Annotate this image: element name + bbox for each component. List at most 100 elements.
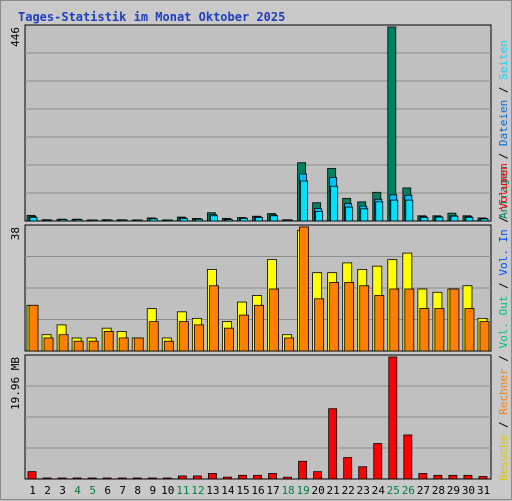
bar-rechner-day-8 — [133, 337, 144, 352]
bar-rechner-day-29 — [449, 288, 460, 352]
bar-seiten-day-24 — [375, 201, 384, 222]
x-tick-label: 19 — [296, 484, 309, 497]
bar-volumen-day-25 — [388, 356, 398, 480]
bar-seiten-day-3 — [59, 219, 68, 222]
x-tick-label: 7 — [119, 484, 126, 497]
chart-title: Tages-Statistik im Monat Oktober 2025 — [18, 10, 285, 24]
bar-seiten-day-23 — [360, 208, 369, 222]
bar-volumen-day-27 — [418, 473, 428, 480]
side-legend-part: / — [497, 276, 510, 296]
bar-volumen-day-12 — [192, 475, 202, 480]
bar-volumen-day-24 — [373, 443, 383, 480]
bar-seiten-day-15 — [240, 217, 248, 222]
bar-seiten-day-12 — [194, 218, 203, 222]
bar-rechner-day-15 — [239, 314, 249, 352]
bar-seiten-day-4 — [74, 219, 83, 222]
side-legend-part: Vol. In — [497, 229, 510, 275]
bar-seiten-day-26 — [405, 199, 414, 222]
bar-volumen-day-29 — [448, 474, 458, 480]
x-tick-label: 6 — [104, 484, 111, 497]
bar-volumen-day-31 — [478, 476, 488, 480]
side-legend-part: Rechner — [497, 368, 510, 415]
x-tick-label: 15 — [236, 484, 249, 497]
bar-rechner-day-6 — [103, 331, 114, 352]
bar-seiten-day-16 — [255, 217, 263, 222]
bar-volumen-day-17 — [268, 473, 277, 480]
bar-volumen-day-16 — [253, 474, 262, 480]
x-tick-label: 11 — [176, 484, 189, 497]
x-tick-label: 30 — [462, 484, 475, 497]
bar-seiten-day-11 — [179, 217, 188, 222]
bar-seiten-day-1 — [29, 217, 38, 222]
bar-rechner-day-5 — [88, 340, 99, 352]
bar-volumen-day-28 — [433, 474, 443, 480]
bar-rechner-day-1 — [28, 304, 39, 352]
bar-seiten-day-28 — [435, 216, 444, 222]
bar-volumen-day-26 — [403, 434, 413, 480]
x-tick-label: 24 — [372, 484, 386, 497]
bar-seiten-day-27 — [420, 217, 429, 222]
bar-rechner-day-21 — [329, 282, 340, 352]
bar-volumen-day-18 — [283, 476, 292, 480]
bar-volumen-day-22 — [343, 457, 353, 480]
side-legend-bottom: Besuche / Rechner / Vol. Out / Vol. In /… — [497, 163, 510, 481]
bar-volumen-day-2 — [42, 477, 52, 480]
side-legend-part: Anfragen — [497, 166, 510, 219]
x-tick-label: 2 — [44, 484, 51, 497]
bar-seiten-day-25 — [390, 199, 399, 222]
bar-seiten-day-5 — [89, 219, 98, 222]
x-tick-label: 9 — [149, 484, 156, 497]
x-tick-label: 27 — [417, 484, 430, 497]
bar-volumen-day-5 — [87, 477, 97, 480]
bar-volumen-day-10 — [162, 477, 172, 480]
bar-rechner-day-7 — [118, 337, 129, 352]
bar-seiten-day-31 — [480, 218, 489, 222]
x-tick-label: 21 — [327, 484, 340, 497]
panel-requests: 446 — [9, 24, 492, 222]
side-legend-part: Dateien — [497, 100, 510, 146]
bar-rechner-day-19 — [299, 226, 310, 352]
x-tick-label: 4 — [74, 484, 81, 497]
x-tick-label: 26 — [402, 484, 415, 497]
side-legend-part: / — [497, 349, 510, 369]
y-max-label: 446 — [9, 27, 22, 47]
x-tick-label: 3 — [59, 484, 66, 497]
bar-volumen-day-11 — [177, 475, 187, 480]
bar-seiten-day-18 — [285, 219, 293, 222]
bar-rechner-day-24 — [374, 295, 385, 352]
bar-volumen-day-4 — [72, 477, 82, 480]
bar-volumen-day-15 — [238, 474, 247, 480]
x-tick-label: 29 — [447, 484, 460, 497]
side-legend-part: Besuche — [497, 435, 510, 481]
bar-rechner-day-23 — [359, 285, 370, 352]
x-tick-label: 22 — [342, 484, 355, 497]
bar-seiten-day-8 — [134, 219, 143, 222]
bar-volumen-day-6 — [102, 477, 112, 480]
side-legend-part: / — [497, 415, 510, 435]
x-tick-label: 12 — [191, 484, 204, 497]
bar-rechner-day-25 — [389, 288, 400, 352]
panel-volume: 19.96 MB — [9, 354, 492, 480]
bar-rechner-day-18 — [284, 337, 294, 352]
x-tick-label: 10 — [161, 484, 174, 497]
bar-volumen-day-1 — [27, 471, 37, 480]
x-tick-label: 16 — [251, 484, 264, 497]
side-legend-part: Volumen — [497, 163, 510, 209]
bar-volumen-day-3 — [57, 477, 67, 480]
bar-volumen-day-23 — [358, 466, 368, 480]
x-tick-label: 25 — [387, 484, 400, 497]
panel-background — [24, 24, 492, 222]
bar-seiten-day-13 — [209, 215, 218, 222]
x-tick-label: 17 — [266, 484, 279, 497]
x-tick-label: 23 — [357, 484, 370, 497]
bar-volumen-day-20 — [313, 471, 323, 480]
x-tick-label: 5 — [89, 484, 96, 497]
bar-seiten-day-30 — [465, 217, 474, 222]
bar-volumen-day-13 — [207, 473, 217, 480]
x-tick-label: 1 — [29, 484, 36, 497]
bar-rechner-day-17 — [269, 288, 279, 352]
bar-rechner-day-4 — [73, 340, 84, 352]
bar-rechner-day-26 — [404, 288, 415, 352]
bar-rechner-day-3 — [58, 334, 69, 352]
